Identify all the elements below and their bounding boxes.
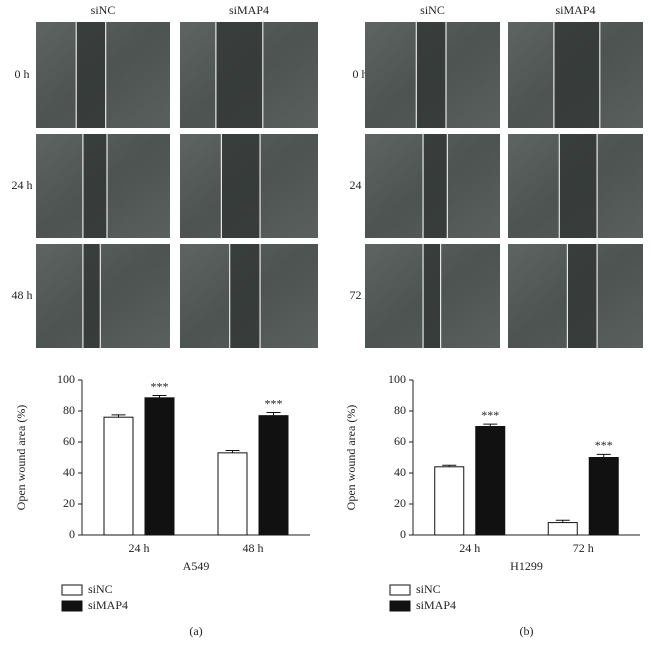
- bar: [588, 457, 619, 536]
- wound-gap: [221, 134, 261, 238]
- column-label: siNC: [420, 3, 445, 17]
- error-bar: [596, 453, 611, 458]
- bar: [144, 397, 175, 536]
- bar: [258, 415, 289, 536]
- panel-label: (a): [189, 624, 202, 638]
- error-bar: [225, 450, 240, 453]
- y-tick-label: 80: [394, 403, 406, 417]
- significance-label: ***: [151, 379, 169, 393]
- row-label: 0 h: [15, 67, 30, 81]
- legend-swatch: [61, 584, 83, 596]
- x-tick-label: 24 h: [129, 541, 150, 555]
- wound-gap: [82, 244, 101, 348]
- bar: [547, 522, 578, 536]
- y-axis-label: Open wound area (%): [344, 405, 358, 511]
- wound-gap: [416, 22, 446, 128]
- row-label: 48 h: [12, 288, 33, 302]
- wound-gap: [553, 22, 600, 128]
- y-tick-label: 20: [63, 496, 75, 510]
- error-bar: [555, 519, 570, 523]
- x-axis-label: H1299: [510, 559, 543, 573]
- row-label: 0 h: [353, 67, 368, 81]
- panel-label: (b): [520, 624, 534, 638]
- y-tick-label: 20: [394, 496, 406, 510]
- error-bar: [266, 412, 281, 416]
- error-bar: [152, 395, 167, 398]
- wound-gap: [567, 244, 598, 348]
- significance-label: ***: [595, 438, 613, 452]
- legend-label: siMAP4: [416, 598, 456, 612]
- column-label: siNC: [91, 3, 116, 17]
- error-bar: [442, 464, 457, 467]
- x-tick-label: 24 h: [459, 541, 480, 555]
- significance-label: ***: [481, 408, 499, 422]
- x-tick-label: 48 h: [243, 541, 264, 555]
- error-bar: [483, 423, 498, 427]
- micrograph: [36, 244, 170, 348]
- wound-gap: [82, 134, 108, 238]
- y-tick-label: 80: [63, 403, 75, 417]
- column-label: siMAP4: [229, 3, 269, 17]
- y-tick-label: 60: [63, 434, 75, 448]
- legend-swatch: [61, 600, 83, 612]
- legend-label: siMAP4: [88, 598, 128, 612]
- row-label: 24 h: [12, 178, 33, 192]
- wound-gap: [76, 22, 106, 128]
- significance-label: ***: [265, 396, 283, 410]
- wound-gap: [423, 244, 441, 348]
- legend-swatch: [389, 584, 411, 596]
- y-tick-label: 40: [63, 465, 75, 479]
- x-tick-label: 72 h: [573, 541, 594, 555]
- legend-swatch: [389, 600, 411, 612]
- y-tick-label: 100: [57, 372, 75, 386]
- bar: [475, 426, 506, 536]
- y-tick-label: 40: [394, 465, 406, 479]
- wound-gap: [229, 244, 261, 348]
- wound-gap: [559, 134, 598, 238]
- y-tick-label: 100: [388, 372, 406, 386]
- bar: [217, 452, 248, 536]
- y-tick-label: 0: [400, 527, 406, 541]
- x-axis-label: A549: [183, 559, 210, 573]
- bar: [434, 466, 465, 536]
- legend-label: siNC: [416, 582, 441, 596]
- y-tick-label: 60: [394, 434, 406, 448]
- wound-gap: [215, 22, 263, 128]
- bar: [103, 416, 134, 536]
- y-tick-label: 0: [69, 527, 75, 541]
- wound-gap: [423, 134, 448, 238]
- error-bar: [111, 414, 126, 418]
- y-axis-label: Open wound area (%): [14, 405, 28, 511]
- column-label: siMAP4: [555, 3, 595, 17]
- legend-label: siNC: [88, 582, 113, 596]
